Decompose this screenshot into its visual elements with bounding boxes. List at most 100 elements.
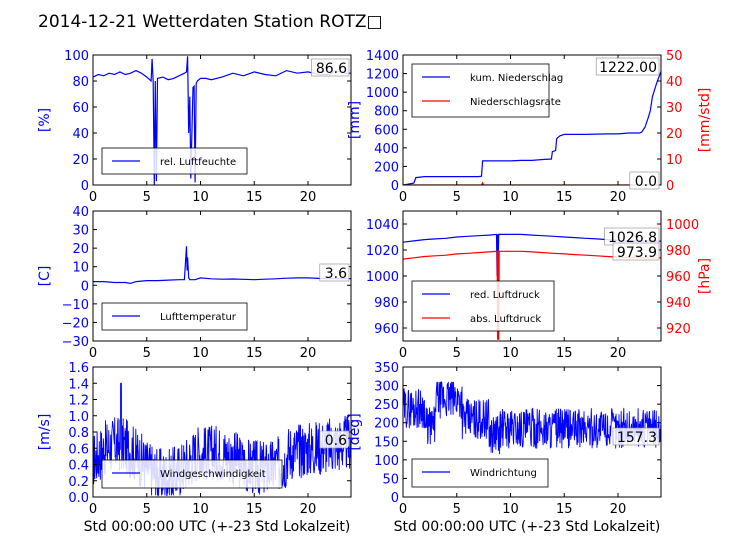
current-value-label-box bbox=[319, 430, 350, 449]
current-value-label-box bbox=[319, 263, 350, 282]
chart-panel-2: 0 5 10 15 2002004006008001000120014000102030… bbox=[347, 49, 713, 205]
y-tick-label: 30 bbox=[72, 224, 89, 239]
y-axis-label-right: [hPa] bbox=[697, 258, 713, 294]
y-axis-label: [deg] bbox=[347, 413, 363, 450]
x-tick-label: 10 bbox=[192, 502, 209, 517]
x-axis-label: Std 00:00:00 UTC (+-23 Std Lokalzeit) bbox=[394, 519, 661, 535]
y-tick-label: 400 bbox=[374, 142, 399, 157]
current-value-label: 0.6 bbox=[325, 433, 347, 449]
chart-panel-5: 0 5 10 15 200.00.20.40.60.81.01.21.41.6[m/s]… bbox=[37, 361, 352, 535]
x-tick-label: 5 bbox=[143, 190, 151, 205]
current-value-label: 3.6 bbox=[325, 266, 347, 282]
y-tick-label: 1200 bbox=[366, 68, 399, 83]
x-tick-label: 0 bbox=[399, 502, 407, 517]
y-tick-label: 0 bbox=[81, 279, 89, 294]
x-tick-label: 0 bbox=[89, 502, 97, 517]
x-tick-label: 5 bbox=[143, 346, 151, 361]
y-tick-label: 1000 bbox=[366, 86, 399, 101]
y-tick-label-right: 920 bbox=[666, 322, 691, 337]
y-tick-label: 10 bbox=[72, 261, 89, 276]
current-value-label: 1026.8 bbox=[608, 230, 657, 246]
legend-box bbox=[411, 458, 549, 488]
y-tick-label: −30 bbox=[62, 335, 89, 350]
chart-panel-4: 0 5 10 15 20 960 980 1000 1020 1040 920 940 960 980 10… bbox=[366, 210, 713, 361]
current-value-label: 86.6 bbox=[316, 61, 347, 77]
y-tick-label-right: 30 bbox=[666, 101, 683, 116]
series-line-2 bbox=[403, 250, 661, 340]
y-tick-label-right: 980 bbox=[666, 244, 691, 259]
x-tick-label: 20 bbox=[610, 346, 627, 361]
y-axis-label: [C] bbox=[37, 266, 53, 287]
y-tick-label: 1.6 bbox=[68, 361, 89, 376]
legend-label: Lufttemperatur bbox=[160, 312, 237, 323]
y-tick-label: 960 bbox=[374, 322, 399, 337]
y-axis-label-right: [mm/std] bbox=[697, 88, 713, 153]
legend-box bbox=[411, 63, 550, 118]
y-tick-label: 0.6 bbox=[68, 442, 89, 457]
y-tick-label: 600 bbox=[374, 123, 399, 138]
y-tick-label: 60 bbox=[72, 101, 89, 116]
y-axis-label: [m/s] bbox=[37, 414, 53, 451]
y-tick-label: 50 bbox=[382, 472, 399, 487]
x-tick-label: 10 bbox=[192, 190, 209, 205]
x-tick-label: 10 bbox=[192, 346, 209, 361]
y-tick-label: 0.2 bbox=[68, 475, 89, 490]
legend-label: kum. Niederschlag bbox=[470, 73, 563, 84]
x-tick-label: 0 bbox=[89, 346, 97, 361]
x-tick-label: 20 bbox=[300, 346, 317, 361]
y-tick-label: 200 bbox=[374, 160, 399, 175]
x-tick-label: 0 bbox=[89, 190, 97, 205]
x-tick-label: 5 bbox=[453, 190, 461, 205]
y-tick-label: 1.2 bbox=[68, 394, 89, 409]
current-value-label: 1222.00 bbox=[599, 60, 657, 76]
x-tick-label: 15 bbox=[556, 346, 573, 361]
y-tick-label: 1020 bbox=[366, 244, 399, 259]
x-tick-label: 20 bbox=[610, 190, 627, 205]
y-axis-label: [%] bbox=[37, 108, 53, 132]
y-tick-label: 350 bbox=[374, 361, 399, 376]
x-tick-label: 15 bbox=[556, 502, 573, 517]
y-tick-label: 0.4 bbox=[68, 459, 89, 474]
y-tick-label: 100 bbox=[374, 454, 399, 469]
y-tick-label: −20 bbox=[62, 316, 89, 331]
legend-label: rel. Luftfeuchte bbox=[160, 157, 236, 168]
y-tick-label-right: 940 bbox=[666, 296, 691, 311]
legend-label: red. Luftdruck bbox=[470, 290, 540, 301]
y-tick-label: 300 bbox=[374, 380, 399, 395]
y-axis-label: [mm] bbox=[347, 101, 363, 139]
y-tick-label: 0.8 bbox=[68, 426, 89, 441]
y-tick-label: 0 bbox=[391, 491, 399, 506]
y-tick-label: 250 bbox=[374, 398, 399, 413]
plot-frame bbox=[92, 210, 352, 342]
current-value-label-2-box bbox=[612, 242, 660, 261]
legend-label: Windrichtung bbox=[470, 468, 537, 479]
x-tick-label: 15 bbox=[246, 502, 263, 517]
current-value-label-box bbox=[311, 58, 350, 77]
series-line-1 bbox=[93, 56, 351, 185]
x-tick-label: 5 bbox=[143, 502, 151, 517]
current-value-label-2: 0.0 bbox=[635, 174, 657, 190]
y-tick-label: 980 bbox=[374, 296, 399, 311]
y-tick-label: 100 bbox=[64, 49, 89, 64]
x-tick-label: 20 bbox=[300, 190, 317, 205]
y-tick-label: 20 bbox=[72, 153, 89, 168]
current-value-label-2: 973.9 bbox=[617, 245, 657, 261]
y-tick-label: 20 bbox=[72, 242, 89, 257]
x-axis-label: Std 00:00:00 UTC (+-23 Std Lokalzeit) bbox=[84, 519, 351, 535]
y-tick-label: 1040 bbox=[366, 218, 399, 233]
x-tick-label: 5 bbox=[453, 346, 461, 361]
series-line-1 bbox=[403, 381, 661, 455]
x-tick-label: 0 bbox=[399, 346, 407, 361]
y-tick-label: 1.0 bbox=[68, 410, 89, 425]
y-tick-label: −10 bbox=[62, 298, 89, 313]
current-value-label: 157.3 bbox=[617, 430, 657, 446]
y-tick-label: 200 bbox=[374, 417, 399, 432]
x-tick-label: 15 bbox=[246, 346, 263, 361]
chart-panel-1: 0 5 10 15 20 0 20 40 60 80 100 [%] 86.6 rel. Luftfeuc… bbox=[37, 49, 352, 205]
legend-label: Windgeschwindigkeit bbox=[160, 469, 266, 480]
current-value-label-box bbox=[612, 427, 660, 446]
series-line-1 bbox=[403, 71, 661, 185]
y-tick-label: 150 bbox=[374, 435, 399, 450]
